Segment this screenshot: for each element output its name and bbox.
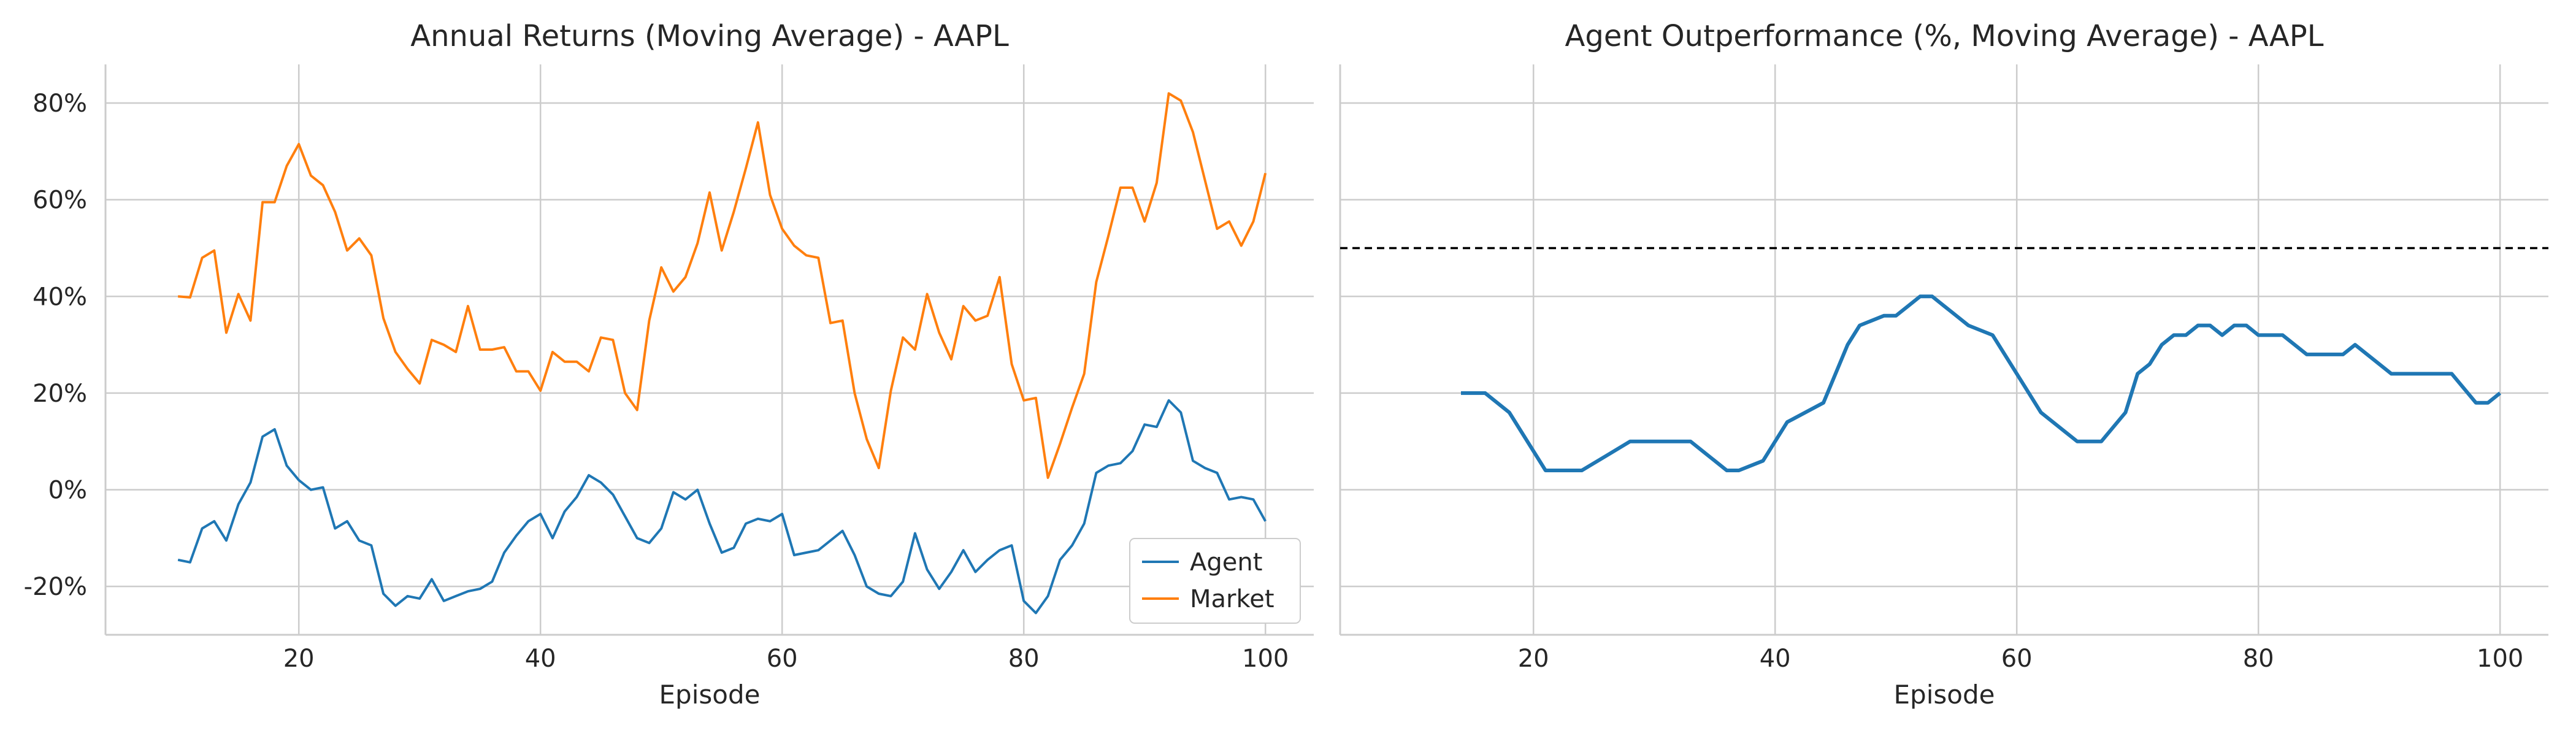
returns-y-tick-label: -20% <box>24 573 87 601</box>
outperformance-x-axis-label: Episode <box>1894 680 1995 710</box>
outperformance-grid <box>1339 64 2548 636</box>
returns-grid <box>104 64 1314 636</box>
returns-x-tick-label: 80 <box>1008 645 1040 673</box>
returns-x-axis-label: Episode <box>659 680 761 710</box>
returns-y-tick-label: 40% <box>33 283 87 311</box>
series-line-agent-outperformance <box>1461 294 2502 472</box>
outperformance-x-tick-label: 20 <box>1518 645 1549 673</box>
returns-chart-title: Annual Returns (Moving Average) - AAPL <box>410 19 1009 53</box>
series-line-market <box>178 92 1267 479</box>
outperformance-x-tick-label: 100 <box>2477 645 2523 673</box>
returns-y-tick-label: 20% <box>33 380 87 408</box>
returns-y-tick-label: 0% <box>48 477 87 505</box>
returns-panel: Annual Returns (Moving Average) - AAPL E… <box>24 19 1314 710</box>
returns-x-tick-label: 100 <box>1242 645 1289 673</box>
returns-x-tick-label: 40 <box>525 645 556 673</box>
legend-box <box>1129 538 1301 624</box>
outperformance-x-tick-label: 80 <box>2243 645 2274 673</box>
outperformance-x-tick-label: 60 <box>2001 645 2033 673</box>
outperformance-chart-title: Agent Outperformance (%, Moving Average)… <box>1565 19 2324 53</box>
returns-x-tick-label: 20 <box>283 645 315 673</box>
legend-label-agent: Agent <box>1190 548 1262 577</box>
outperformance-panel: Agent Outperformance (%, Moving Average)… <box>1339 19 2548 710</box>
legend-label-market: Market <box>1190 585 1275 613</box>
outperformance-x-tick-label: 40 <box>1760 645 1791 673</box>
returns-x-tick-label: 60 <box>767 645 798 673</box>
returns-y-tick-label: 60% <box>33 186 87 215</box>
returns-legend: Agent Market <box>1129 538 1301 624</box>
series-line-agent <box>177 399 1267 615</box>
returns-y-tick-label: 80% <box>33 90 87 118</box>
